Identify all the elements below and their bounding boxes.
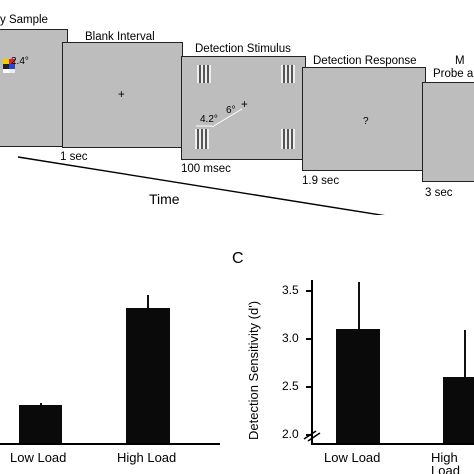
tick-mark-2-0 — [306, 434, 311, 436]
frame-label-sample: y Sample — [0, 14, 48, 26]
ytick-3-0: 3.0 — [282, 331, 299, 345]
tick-mark-3-5 — [306, 290, 311, 292]
response-prompt: ? — [363, 116, 369, 127]
err-c-low-load — [358, 282, 360, 329]
fixation-cross-icon: + — [118, 89, 125, 101]
duration-response: 1.9 sec — [302, 175, 340, 187]
chart-c-x-axis — [311, 443, 474, 445]
chart-b-category-low: Low Load — [10, 450, 67, 465]
chart-c-y-axis-label: Detection Sensitivity (d') — [246, 300, 261, 440]
ytick-3-5: 3.5 — [282, 283, 299, 297]
frame-edge-letter: M — [455, 55, 465, 67]
frame-label-probe: Probe a — [433, 68, 474, 80]
bar-c-high-load — [443, 377, 474, 443]
err-high-load — [147, 295, 149, 308]
err-c-high-load — [464, 330, 466, 377]
bar-low-load — [19, 405, 62, 443]
detection-stimulus-frame: 4.2° 6° + — [181, 56, 306, 160]
duration-probe: 3 sec — [425, 187, 453, 199]
time-label: Time — [149, 191, 180, 207]
ytick-2-0: 2.0 — [282, 427, 299, 441]
chart-b-category-high: High Load — [117, 450, 177, 465]
tick-mark-2-5 — [306, 386, 311, 388]
chart-c-y-axis — [311, 280, 313, 443]
duration-blank: 1 sec — [60, 151, 88, 163]
frame-label-response: Detection Response — [313, 55, 417, 67]
tick-mark-3-0 — [306, 338, 311, 340]
ytick-2-5: 2.5 — [282, 379, 299, 393]
panel-c-letter: C — [232, 250, 244, 267]
frame-label-blank: Blank Interval — [85, 31, 155, 43]
chart-c-category-high: High Load — [431, 450, 460, 474]
probe-frame — [422, 82, 474, 182]
detection-response-frame: ? — [302, 67, 426, 171]
blank-interval-frame: + — [62, 42, 183, 148]
grating-stimuli-icon — [195, 65, 295, 149]
bar-c-low-load — [336, 329, 380, 443]
stim-ecc-label: 6° — [226, 105, 236, 116]
stim-size-label: 4.2° — [200, 114, 218, 125]
err-low-load — [40, 403, 42, 405]
chart-c-category-low: Low Load — [324, 450, 381, 465]
time-arrow — [17, 156, 386, 215]
sample-color-grid-icon — [3, 59, 15, 73]
stim-fixation-icon: + — [241, 99, 248, 111]
memory-sample-frame: 2.4° — [0, 29, 68, 147]
bar-high-load — [126, 308, 170, 443]
chart-b-x-axis — [0, 443, 220, 445]
sample-angle-label: 2.4° — [11, 56, 29, 67]
axis-break-icon — [303, 430, 321, 442]
duration-detection: 100 msec — [181, 163, 231, 175]
frame-label-detection: Detection Stimulus — [195, 43, 291, 55]
